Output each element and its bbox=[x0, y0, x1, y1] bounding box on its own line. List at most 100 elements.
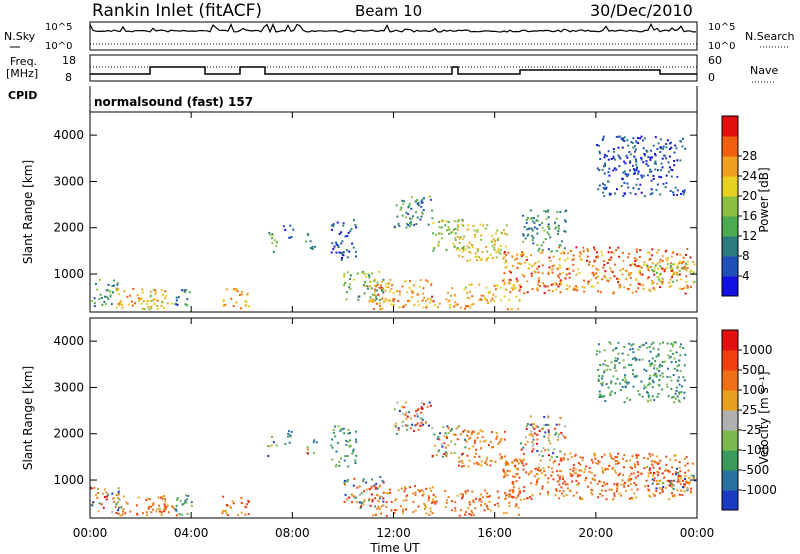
echo-mark bbox=[658, 365, 661, 368]
echo-mark bbox=[393, 408, 396, 411]
echo-mark bbox=[444, 490, 447, 493]
echo-mark bbox=[461, 465, 463, 468]
echo-mark bbox=[531, 426, 534, 429]
echo-mark bbox=[603, 371, 606, 374]
echo-mark bbox=[515, 280, 518, 283]
echo-mark bbox=[666, 386, 669, 389]
echo-mark bbox=[659, 146, 662, 149]
echo-mark bbox=[340, 231, 343, 234]
echo-mark bbox=[503, 295, 506, 298]
echo-mark bbox=[635, 168, 638, 171]
echo-mark bbox=[504, 492, 507, 495]
echo-mark bbox=[161, 301, 164, 304]
echo-mark bbox=[547, 225, 550, 228]
echo-mark bbox=[533, 217, 535, 220]
echo-mark bbox=[547, 216, 550, 219]
echo-mark bbox=[599, 364, 602, 366]
echo-mark bbox=[477, 463, 480, 466]
echo-mark bbox=[166, 302, 169, 305]
echo-mark bbox=[656, 483, 658, 486]
echo-mark bbox=[526, 497, 529, 500]
echo-mark bbox=[652, 466, 655, 469]
echo-mark bbox=[670, 284, 673, 287]
echo-mark bbox=[439, 432, 441, 435]
echo-mark bbox=[346, 249, 348, 252]
echo-mark bbox=[671, 268, 674, 271]
echo-mark bbox=[358, 501, 361, 504]
echo-mark bbox=[511, 489, 514, 492]
echo-mark bbox=[111, 510, 114, 513]
echo-mark bbox=[425, 306, 428, 309]
echo-mark bbox=[500, 299, 502, 302]
echo-mark bbox=[688, 481, 691, 484]
echo-mark bbox=[559, 211, 562, 213]
echo-mark bbox=[160, 514, 163, 516]
echo-mark bbox=[614, 392, 617, 395]
echo-mark bbox=[570, 474, 573, 477]
echo-mark bbox=[602, 471, 605, 474]
echo-mark bbox=[415, 223, 418, 226]
echo-mark bbox=[683, 483, 686, 486]
echo-mark bbox=[415, 200, 417, 203]
echo-mark bbox=[425, 421, 428, 424]
echo-mark bbox=[647, 396, 650, 399]
echo-mark bbox=[650, 188, 653, 191]
echo-mark bbox=[511, 481, 514, 484]
echo-mark bbox=[287, 435, 289, 438]
echo-mark bbox=[390, 500, 393, 503]
echo-mark bbox=[666, 260, 669, 262]
echo-mark bbox=[401, 420, 404, 423]
echo-mark bbox=[531, 450, 533, 453]
echo-mark bbox=[580, 469, 583, 472]
echo-mark bbox=[650, 343, 653, 346]
echo-mark bbox=[176, 498, 178, 501]
echo-mark bbox=[378, 302, 381, 304]
echo-mark bbox=[663, 476, 665, 479]
echo-mark bbox=[428, 401, 431, 404]
echo-mark bbox=[534, 262, 537, 264]
echo-mark bbox=[669, 264, 672, 267]
echo-mark bbox=[346, 291, 348, 294]
echo-mark bbox=[307, 452, 310, 455]
echo-mark bbox=[508, 493, 511, 496]
echo-mark bbox=[537, 283, 539, 286]
echo-mark bbox=[350, 228, 353, 231]
echo-mark bbox=[609, 394, 612, 396]
echo-mark bbox=[554, 282, 557, 285]
echo-mark bbox=[527, 267, 530, 270]
echo-mark bbox=[97, 487, 100, 490]
echo-mark bbox=[558, 490, 561, 493]
echo-mark bbox=[152, 504, 155, 507]
echo-mark bbox=[673, 401, 675, 404]
echo-mark bbox=[458, 254, 461, 257]
echo-mark bbox=[481, 496, 484, 499]
echo-mark bbox=[406, 494, 409, 497]
echo-mark bbox=[535, 425, 538, 428]
echo-mark bbox=[535, 442, 538, 445]
echo-mark bbox=[499, 252, 502, 255]
echo-mark bbox=[382, 500, 385, 503]
colorbar-tick-label: -500 bbox=[742, 463, 769, 477]
echo-mark bbox=[566, 483, 569, 486]
echo-mark bbox=[514, 475, 517, 478]
echo-mark bbox=[672, 488, 675, 490]
echo-mark bbox=[341, 240, 344, 243]
echo-mark bbox=[454, 304, 457, 307]
echo-mark bbox=[282, 225, 285, 228]
echo-mark bbox=[164, 297, 167, 300]
echo-mark bbox=[431, 454, 434, 457]
echo-mark bbox=[552, 290, 554, 293]
echo-mark bbox=[605, 383, 608, 386]
echo-mark bbox=[676, 264, 679, 267]
echo-mark bbox=[534, 271, 537, 274]
echo-mark bbox=[118, 490, 120, 492]
echo-mark bbox=[673, 454, 676, 457]
echo-mark bbox=[176, 303, 179, 306]
echo-mark bbox=[468, 447, 471, 450]
echo-mark bbox=[107, 493, 110, 496]
echo-mark bbox=[639, 283, 642, 286]
echo-mark bbox=[673, 160, 676, 162]
echo-mark bbox=[533, 221, 536, 224]
echo-mark bbox=[516, 266, 519, 269]
